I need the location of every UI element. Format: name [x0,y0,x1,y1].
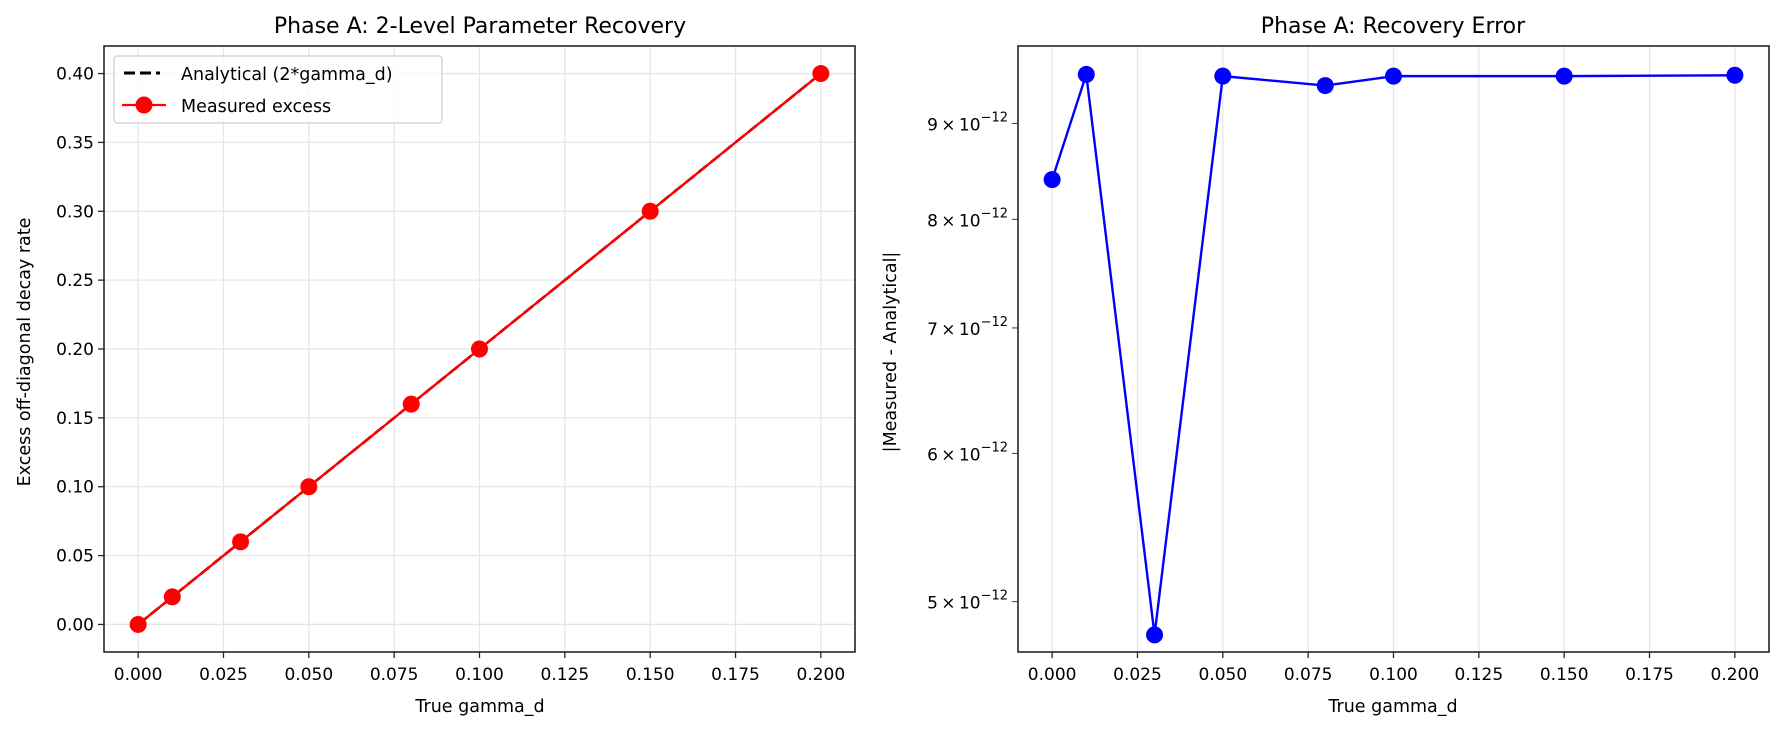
data-point-marker [1726,66,1744,84]
data-point-marker [1146,626,1164,644]
x-tick-label: 0.150 [1540,665,1589,685]
circle-marker-legend-icon [135,96,153,114]
error-chart-panel: Phase A: Recovery Error 0.000 0.025 0.050 0… [881,14,1770,717]
x-axis-label: True gamma_d [414,697,544,717]
data-point-marker [129,615,147,633]
data-point-marker [300,478,318,496]
x-tick-label: 0.025 [199,665,248,685]
x-tick-label: 0.075 [370,665,419,685]
y-axis-label: |Measured - Analytical| [881,252,901,453]
x-tick-label: 0.075 [1284,665,1333,685]
recovery-chart-panel: Phase A: 2-Level Parameter Recovery 0.00… [15,14,856,717]
x-tick-label: 0.175 [1625,665,1674,685]
y-tick-label: 7 × 10−12 [927,315,1008,340]
data-point-marker [1385,67,1402,85]
grid-lines [1051,46,1736,652]
y-tick-label: 0.35 [56,133,94,153]
chart-title: Phase A: Recovery Error [1261,14,1526,39]
series-line [1050,73,1735,637]
y-tick-label: 5 × 10−12 [927,589,1008,614]
y-axis-ticks: 0.00 0.05 0.10 0.15 0.20 0.25 0.30 0.35 0.40 [56,65,104,635]
data-point-marker [1316,77,1334,95]
x-tick-label: 0.025 [1113,665,1162,685]
x-tick-label: 0.175 [711,665,760,685]
x-axis-ticks: 0.000 0.025 0.050 0.075 0.100 0.125 0.150 0.175… [1028,652,1759,685]
y-tick-label: 8 × 10−12 [927,206,1008,231]
y-tick-label: 0.20 [56,340,94,360]
y-tick-label: 0.05 [56,547,94,567]
x-tick-label: 0.050 [284,665,333,685]
x-tick-label: 0.000 [114,665,163,685]
y-tick-label: 0.30 [56,202,94,222]
data-point-marker [402,395,420,413]
data-point-marker [163,588,181,606]
x-tick-label: 0.125 [1455,665,1504,685]
data-point-marker [232,533,250,551]
legend: Analytical (2*gamma_d) Measured excess [113,55,443,124]
data-point-marker [1043,171,1061,189]
y-tick-label: 0.40 [56,65,94,85]
data-point-marker [1214,67,1232,85]
y-tick-label: 6 × 10−12 [927,440,1008,465]
x-axis-label: True gamma_d [1327,697,1457,717]
x-tick-label: 0.100 [1369,665,1418,685]
y-tick-label: 0.15 [56,409,94,429]
data-point-marker [1555,67,1573,85]
series-line [137,72,822,626]
plot-area [129,65,830,633]
y-tick-label: 0.25 [56,271,94,291]
y-axis-ticks: 5 × 10−12 6 × 10−12 7 × 10−12 8 × 10−12 9 × … [927,111,1018,614]
x-axis-ticks: 0.000 0.025 0.050 0.075 0.100 0.125 0.150 0.175… [114,652,845,685]
y-tick-label: 0.00 [56,615,94,635]
x-tick-label: 0.200 [1711,665,1760,685]
x-tick-label: 0.150 [626,665,675,685]
chart-title: Phase A: 2-Level Parameter Recovery [274,14,686,39]
y-tick-label: 0.10 [56,478,94,498]
y-tick-label: 9 × 10−12 [927,111,1008,136]
data-point-marker [1077,65,1095,83]
legend-label-measured: Measured excess [181,97,331,117]
x-tick-label: 0.125 [541,665,590,685]
legend-label-analytical: Analytical (2*gamma_d) [181,65,393,85]
x-tick-label: 0.050 [1198,665,1247,685]
data-point-marker [471,340,488,358]
x-tick-label: 0.200 [797,665,846,685]
x-tick-label: 0.000 [1028,665,1077,685]
data-point-marker [641,202,659,220]
data-point-marker [812,65,830,83]
x-tick-label: 0.100 [455,665,504,685]
legend-box [113,55,443,124]
plot-area [1043,65,1744,644]
y-axis-label: Excess off-diagonal decay rate [15,218,35,487]
